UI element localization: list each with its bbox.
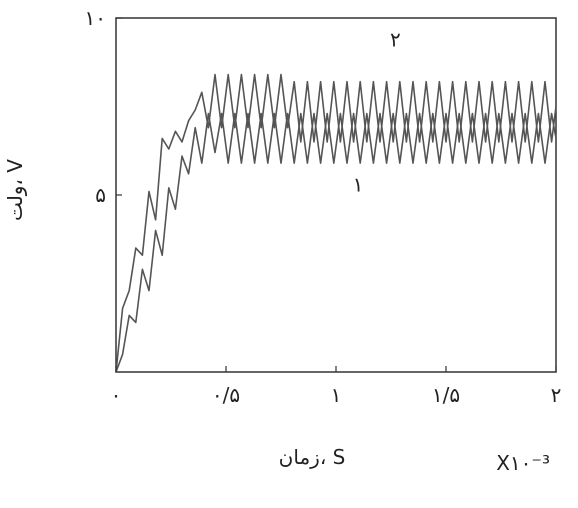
plot-frame: [115, 17, 557, 373]
x-tick-label-4: ۲: [551, 383, 562, 407]
y-axis-title: ولت، V: [3, 159, 27, 221]
x-tick-label-1: ۰/۵: [212, 383, 240, 407]
series-layer: [115, 73, 557, 373]
tick-layer: ۰ ۰/۵ ۱ ۱/۵ ۲ ۵ ۱۰: [85, 6, 562, 407]
series-annotation-1: ۱: [353, 172, 364, 196]
x-axis-multiplier: X۱۰⁻³: [496, 451, 550, 475]
x-tick-label-2: ۱: [331, 383, 342, 407]
x-tick-label-3: ۱/۵: [432, 383, 460, 407]
y-tick-label-0: ۵: [95, 183, 106, 207]
y-tick-label-1: ۱۰: [85, 6, 106, 30]
x-axis-title: زمان، S: [279, 445, 346, 469]
x-tick-label-0: ۰: [111, 383, 122, 407]
label-layer: ۱۲: [353, 27, 401, 196]
series-line-2: [115, 73, 557, 373]
series-line-1: [115, 112, 557, 373]
series-annotation-2: ۲: [390, 27, 401, 51]
